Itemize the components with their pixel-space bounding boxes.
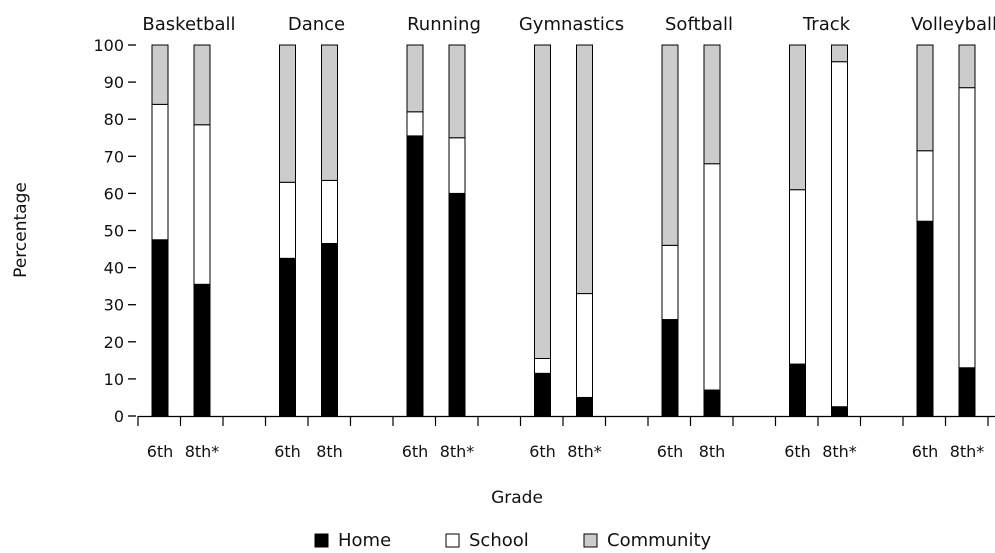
sport-label: Running [407, 14, 481, 35]
sport-label: Dance [288, 14, 345, 35]
bar-segment-community [193, 44, 211, 126]
grade-tick-label: 8th [316, 442, 343, 461]
bar-segment-community [279, 44, 296, 183]
bar-segment-community [703, 44, 721, 165]
bar-segment-school [958, 87, 976, 369]
sport-label: Gymnastics [519, 14, 624, 35]
y-tick-label: 60 [104, 184, 124, 203]
sport-label: Softball [665, 14, 733, 35]
legend: Home School Community [314, 530, 712, 551]
legend-swatch [445, 533, 460, 548]
grade-tick-label: 8th* [950, 442, 985, 461]
bar-segment-school [406, 111, 424, 137]
bar-segment-home [916, 220, 934, 417]
legend-label: School [469, 530, 529, 551]
y-tick-label: 100 [93, 36, 124, 55]
sport-label: Track [802, 14, 851, 35]
bar-segment-school [789, 189, 806, 365]
legend-swatch [314, 533, 329, 548]
bar-segment-community [916, 44, 934, 152]
bar-segment-community [406, 44, 424, 113]
grade-tick-label: 6th [912, 442, 939, 461]
bar-segment-school [661, 244, 679, 321]
grade-tick-label: 6th [147, 442, 174, 461]
bar-segment-home [534, 372, 551, 417]
grade-tick-label: 8th* [822, 442, 857, 461]
sport-label: Basketball [142, 14, 235, 35]
bar-segment-community [576, 44, 593, 295]
bar-segment-home [703, 389, 721, 417]
bar-segment-school [831, 61, 848, 408]
bar-segment-school [279, 181, 296, 259]
grade-tick-label: 8th* [185, 442, 220, 461]
bar-segment-school [448, 137, 466, 194]
sport-label: Volleyball [911, 14, 995, 35]
bar-segment-community [448, 44, 466, 139]
bar-segment-community [534, 44, 551, 359]
grade-tick-label: 6th [529, 442, 556, 461]
bar-segment-community [151, 44, 169, 105]
grade-tick-label: 8th* [440, 442, 475, 461]
y-tick-label: 50 [104, 222, 124, 241]
bar-segment-school [703, 163, 721, 391]
legend-label: Home [338, 530, 391, 551]
bar-segment-home [831, 406, 848, 417]
bar-segment-community [789, 44, 806, 191]
legend-label: Community [607, 530, 712, 551]
bar-segment-home [448, 192, 466, 417]
grade-tick-label: 6th [784, 442, 811, 461]
plot-area: 0 10 20 30 40 50 60 70 80 90 100 Basketball 6th 8th* D… [93, 14, 995, 461]
bar-segment-community [831, 44, 848, 63]
grade-tick-label: 8th [699, 442, 726, 461]
bar-segment-home [151, 239, 169, 417]
grade-tick-label: 6th [402, 442, 429, 461]
grade-tick-label: 6th [657, 442, 684, 461]
y-axis-label: Percentage [11, 182, 31, 278]
bar-segment-home [661, 319, 679, 417]
y-tick-label: 90 [104, 73, 124, 92]
y-tick-label: 0 [114, 407, 124, 426]
bar-segment-community [958, 44, 976, 89]
bar-segment-home [789, 363, 806, 417]
grade-tick-label: 6th [274, 442, 301, 461]
y-tick-label: 20 [104, 333, 124, 352]
y-tick-label: 80 [104, 110, 124, 129]
bar-segment-school [534, 357, 551, 374]
grade-tick-label: 8th* [567, 442, 602, 461]
y-tick-label: 40 [104, 259, 124, 278]
bar-segment-community [661, 44, 679, 246]
bar-segment-school [193, 124, 211, 285]
y-tick-label: 10 [104, 370, 124, 389]
y-tick-label: 30 [104, 296, 124, 315]
bar-segment-school [916, 150, 934, 222]
bar-segment-home [321, 242, 338, 417]
bar-segment-school [151, 103, 169, 241]
bar-segment-school [576, 293, 593, 398]
legend-swatch [583, 533, 598, 548]
bar-segment-home [576, 396, 593, 417]
bar-segment-home [193, 283, 211, 417]
x-axis-label: Grade [491, 488, 543, 508]
y-tick-label: 70 [104, 147, 124, 166]
bar-segment-home [406, 135, 424, 417]
bar-segment-home [279, 257, 296, 417]
bar-segment-home [958, 367, 976, 417]
bar-segment-school [321, 179, 338, 244]
bar-segment-community [321, 44, 338, 181]
